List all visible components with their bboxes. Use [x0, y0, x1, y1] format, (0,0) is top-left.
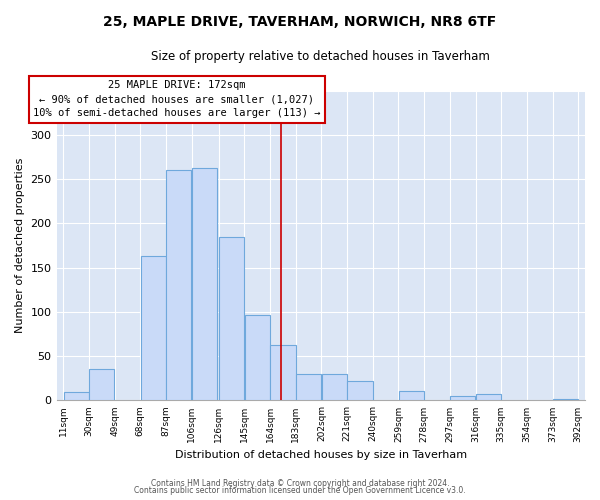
Bar: [450, 396, 475, 400]
Text: 25, MAPLE DRIVE, TAVERHAM, NORWICH, NR8 6TF: 25, MAPLE DRIVE, TAVERHAM, NORWICH, NR8 …: [103, 15, 497, 29]
Bar: [476, 394, 501, 400]
Title: Size of property relative to detached houses in Taverham: Size of property relative to detached ho…: [151, 50, 490, 63]
Y-axis label: Number of detached properties: Number of detached properties: [15, 158, 25, 333]
Bar: [296, 374, 321, 400]
Text: Contains public sector information licensed under the Open Government Licence v3: Contains public sector information licen…: [134, 486, 466, 495]
Bar: [553, 398, 578, 400]
Bar: [270, 344, 296, 401]
X-axis label: Distribution of detached houses by size in Taverham: Distribution of detached houses by size …: [175, 450, 467, 460]
Bar: [140, 256, 166, 400]
Bar: [192, 168, 217, 400]
Bar: [245, 314, 270, 400]
Bar: [166, 170, 191, 400]
Bar: [322, 374, 347, 400]
Bar: [64, 392, 89, 400]
Bar: [89, 370, 115, 400]
Bar: [219, 236, 244, 400]
Text: Contains HM Land Registry data © Crown copyright and database right 2024.: Contains HM Land Registry data © Crown c…: [151, 478, 449, 488]
Bar: [398, 390, 424, 400]
Text: 25 MAPLE DRIVE: 172sqm
← 90% of detached houses are smaller (1,027)
10% of semi-: 25 MAPLE DRIVE: 172sqm ← 90% of detached…: [33, 80, 320, 118]
Bar: [347, 381, 373, 400]
